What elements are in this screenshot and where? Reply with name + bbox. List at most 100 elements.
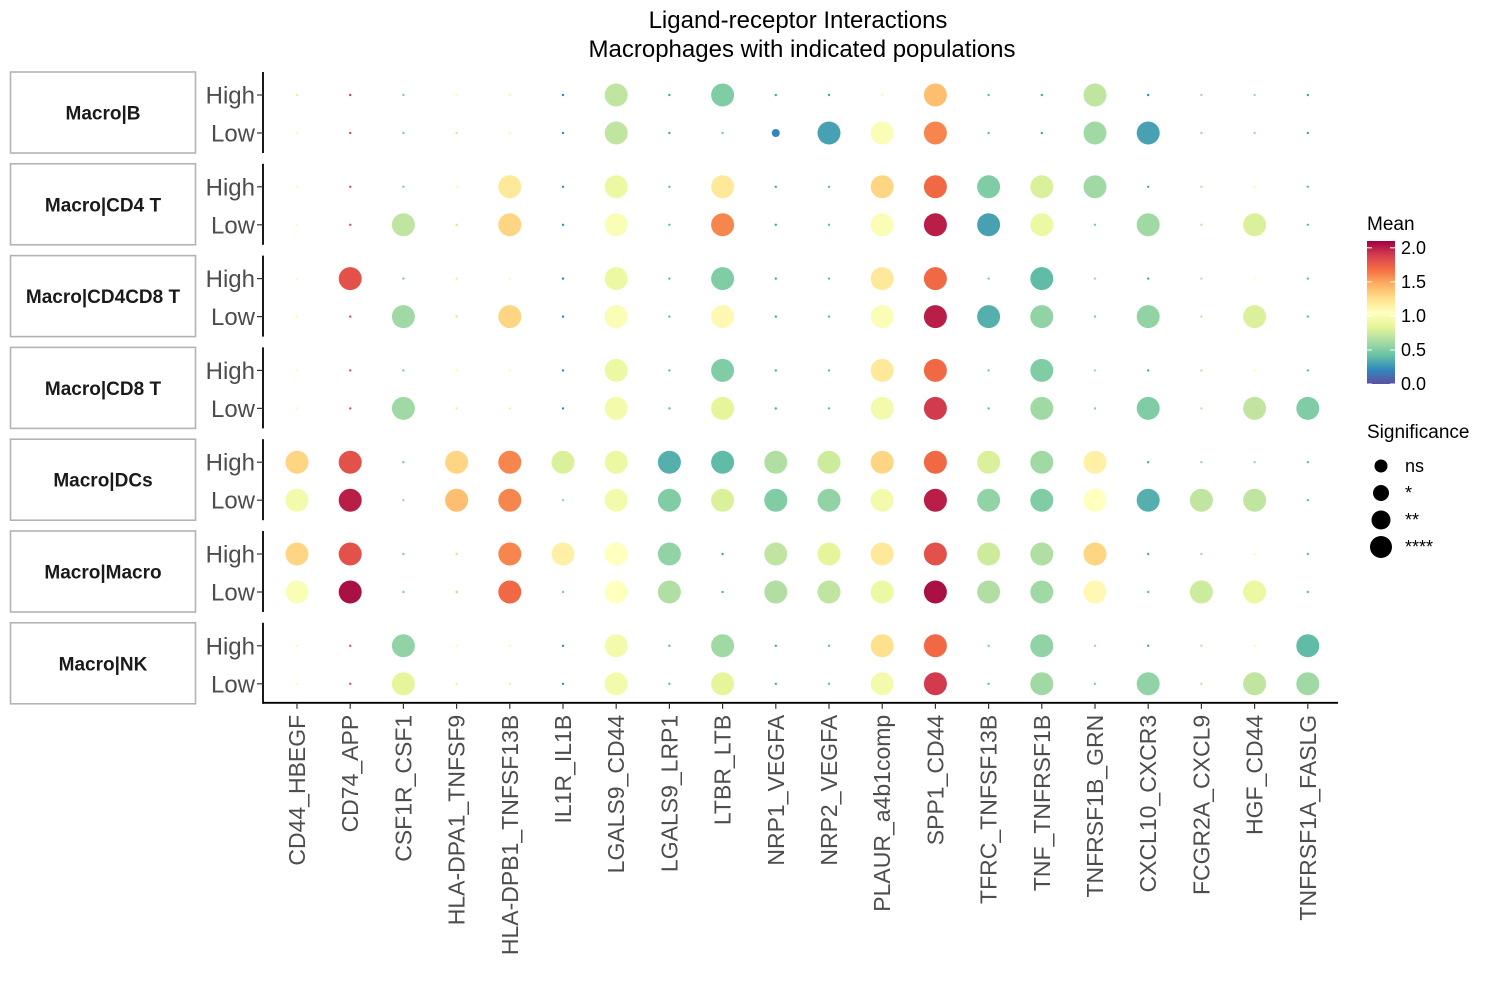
data-point [1253, 552, 1256, 556]
data-point [774, 644, 777, 647]
data-point [923, 83, 947, 107]
data-point [338, 450, 362, 474]
data-point [508, 644, 511, 647]
size-legend-dot [1370, 536, 1392, 558]
data-point [977, 175, 1001, 199]
data-point [711, 305, 735, 329]
row-labels: High Low High Low High Low High Low High Low High L… [206, 83, 256, 699]
data-point [455, 552, 458, 556]
data-point [668, 644, 671, 647]
row-label: High [206, 83, 255, 110]
data-point [977, 488, 1001, 512]
data-point [870, 267, 894, 291]
x-tick-label: LGALS9_LRP1 [656, 715, 682, 872]
data-point [923, 396, 947, 420]
x-tick-label: LTBR_LTB [710, 715, 736, 825]
data-point [923, 121, 947, 145]
x-tick-labels: CD44_HBEGF CD74_APP CSF1R_CSF1 HLA-DPA1_TNF… [284, 714, 1321, 955]
data-point [604, 121, 628, 145]
color-scale-label: 1.5 [1401, 272, 1426, 292]
panel-label: Macro|CD4CD8 T [26, 287, 181, 308]
data-point [711, 267, 735, 291]
data-point [977, 213, 1001, 237]
data-point [870, 450, 894, 474]
data-point [870, 672, 894, 696]
data-point [402, 499, 405, 502]
data-point [1083, 450, 1107, 474]
x-tick-label: TNFRSF1B_GRN [1082, 715, 1108, 898]
data-point [711, 213, 735, 237]
data-point [604, 450, 628, 474]
data-point [455, 185, 458, 188]
color-scale-label: 0.5 [1401, 340, 1426, 360]
data-point [1083, 175, 1107, 199]
data-point [455, 223, 458, 226]
data-point [711, 450, 735, 474]
x-tick-label: TFRC_TNFSF13B [976, 715, 1002, 904]
data-point [1030, 450, 1054, 474]
data-point [455, 277, 458, 280]
data-point [721, 131, 724, 135]
data-point [1030, 358, 1054, 382]
data-point [668, 277, 671, 280]
data-point [923, 672, 947, 696]
data-point [1093, 315, 1097, 318]
panel-label: Macro|B [66, 104, 141, 125]
data-point [508, 369, 511, 372]
data-point [870, 634, 894, 658]
data-point [1306, 499, 1310, 502]
data-point [1093, 277, 1097, 280]
data-point [1030, 634, 1054, 658]
data-point [391, 305, 415, 329]
data-point [1200, 185, 1203, 188]
data-point [1306, 185, 1310, 188]
data-point [764, 488, 788, 512]
x-tick-label: TNF_TNFRSF1B [1029, 715, 1055, 891]
data-point [604, 305, 628, 329]
data-point [338, 542, 362, 566]
data-point [668, 682, 671, 685]
data-point [295, 407, 299, 410]
data-point [604, 396, 628, 420]
row-label: Low [211, 212, 256, 239]
data-point [827, 682, 831, 685]
data-point [1136, 213, 1160, 237]
data-point [455, 369, 458, 372]
data-point [1296, 634, 1320, 658]
data-point [817, 450, 841, 474]
data-point [827, 223, 831, 226]
row-label: High [206, 266, 255, 293]
data-point [604, 83, 628, 107]
data-point [498, 488, 522, 512]
data-point [349, 682, 352, 685]
data-point [349, 644, 352, 647]
row-label: High [206, 450, 255, 477]
data-point [1253, 131, 1256, 135]
data-points [285, 83, 1320, 696]
data-point [657, 488, 681, 512]
data-point [1243, 213, 1267, 237]
data-point [923, 450, 947, 474]
axes [257, 72, 1338, 709]
data-point [498, 305, 522, 329]
data-point [604, 542, 628, 566]
data-point [774, 223, 777, 226]
data-point [827, 369, 831, 372]
data-point [1136, 396, 1160, 420]
size-legend-label: ** [1405, 510, 1419, 530]
row-label: High [206, 358, 255, 385]
data-point [827, 185, 831, 188]
data-point [1200, 93, 1203, 97]
x-tick-label: TNFRSF1A_FASLG [1295, 715, 1321, 921]
data-point [1306, 131, 1310, 135]
data-point [1306, 315, 1310, 318]
data-point [870, 396, 894, 420]
data-point [1147, 277, 1150, 280]
data-point [498, 450, 522, 474]
data-point [455, 131, 458, 135]
data-point [668, 223, 671, 226]
data-point [827, 93, 831, 97]
data-point [870, 358, 894, 382]
data-point [817, 580, 841, 604]
panel-label: Macro|CD4 T [45, 195, 162, 216]
